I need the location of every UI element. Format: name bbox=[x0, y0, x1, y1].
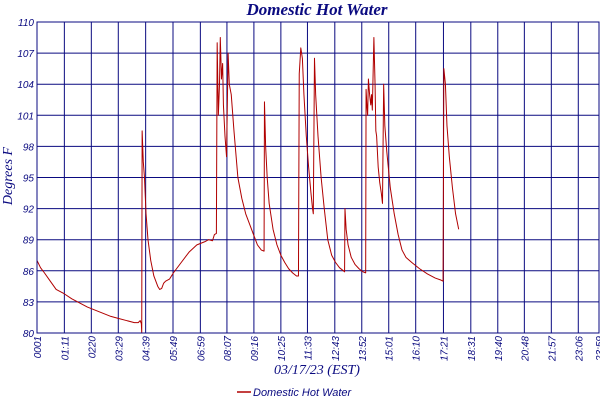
x-tick-label: 18:31 bbox=[467, 336, 478, 361]
y-tick-label: 86 bbox=[23, 267, 35, 278]
y-axis-label: Degrees F bbox=[1, 146, 16, 206]
x-tick-label: 20:48 bbox=[520, 336, 531, 362]
series-line-domestic-hot-water bbox=[36, 37, 460, 334]
y-tick-label: 101 bbox=[17, 111, 34, 122]
x-tick-label: 06:59 bbox=[196, 336, 207, 361]
x-tick-label: 23:06 bbox=[574, 336, 585, 362]
y-tick-label: 92 bbox=[23, 205, 35, 216]
x-tick-label: 23:59 bbox=[595, 336, 600, 362]
legend-label: Domestic Hot Water bbox=[253, 387, 353, 399]
x-tick-label: 21:57 bbox=[547, 336, 558, 362]
y-tick-label: 83 bbox=[23, 298, 35, 309]
x-tick-label: 13:52 bbox=[358, 336, 369, 361]
x-tick-label: 05:49 bbox=[169, 336, 180, 361]
x-axis-label: 03/17/23 (EST) bbox=[274, 363, 360, 378]
x-tick-label: 0001 bbox=[33, 336, 44, 358]
legend: Domestic Hot Water bbox=[237, 387, 353, 399]
y-tick-label: 89 bbox=[23, 236, 35, 247]
x-tick-label: 17:21 bbox=[439, 336, 450, 361]
x-tick-labels: 0001 01:11 0220 03:29 04:39 05:49 06:59 08:07 09… bbox=[33, 336, 600, 362]
x-tick-label: 10:25 bbox=[277, 336, 288, 361]
x-tick-label: 19:40 bbox=[494, 336, 505, 361]
y-tick-label: 104 bbox=[17, 80, 34, 91]
x-tick-label: 04:39 bbox=[142, 336, 153, 361]
y-tick-labels: 80 83 86 89 92 95 98 101 104 107 110 bbox=[17, 18, 34, 340]
y-tick-label: 110 bbox=[18, 18, 34, 29]
y-tick-label: 98 bbox=[23, 142, 35, 153]
y-tick-label: 107 bbox=[17, 49, 34, 60]
x-tick-label: 12:43 bbox=[331, 336, 342, 361]
x-tick-label: 09:16 bbox=[250, 336, 261, 361]
x-tick-label: 08:07 bbox=[223, 336, 234, 361]
grid bbox=[36, 21, 600, 334]
x-tick-label: 15:01 bbox=[385, 336, 396, 361]
plot-frame bbox=[36, 21, 600, 334]
x-tick-label: 01:11 bbox=[60, 336, 71, 360]
chart-title: Domestic Hot Water bbox=[245, 0, 387, 19]
x-tick-label: 16:10 bbox=[412, 336, 423, 361]
x-tick-label: 11:33 bbox=[303, 336, 314, 361]
y-tick-label: 80 bbox=[23, 329, 35, 340]
series-layer bbox=[36, 37, 460, 334]
x-tick-label: 0220 bbox=[87, 336, 98, 359]
y-tick-label: 95 bbox=[23, 174, 35, 185]
x-tick-label: 03:29 bbox=[114, 336, 125, 361]
